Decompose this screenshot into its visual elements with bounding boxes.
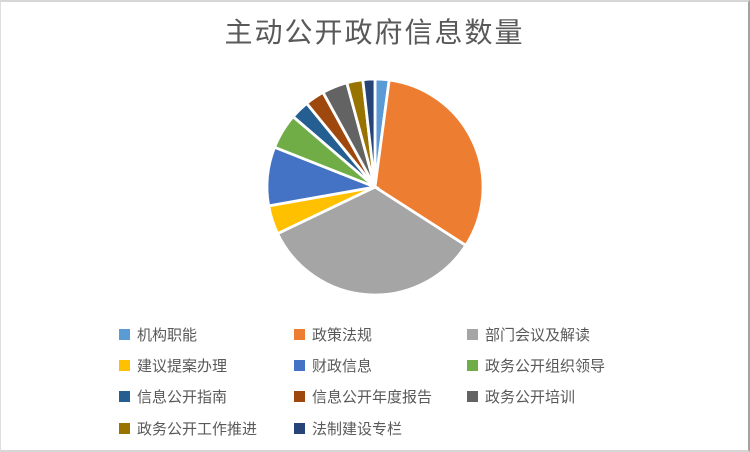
legend-item[interactable]: 财政信息 [294,356,373,375]
legend-swatch-icon [119,422,130,434]
legend-item[interactable]: 政策法规 [294,325,373,344]
legend-swatch-icon [294,422,305,434]
legend-label: 政务公开培训 [485,388,576,406]
legend-swatch-icon [467,359,478,371]
pie-slice-11[interactable] [361,77,377,188]
legend-swatch-icon [294,390,305,402]
legend-label: 政务公开工作推进 [137,420,258,438]
legend-item[interactable]: 部门会议及解读 [467,325,591,344]
legend-label: 信息公开指南 [137,388,228,406]
legend-label: 信息公开年度报告 [312,388,433,406]
legend-swatch-icon [467,390,478,402]
legend-label: 政策法规 [312,326,373,344]
legend-label: 部门会议及解读 [485,326,591,344]
legend-item[interactable]: 机构职能 [119,325,198,344]
legend-item[interactable]: 法制建设专栏 [294,419,403,438]
legend-item[interactable]: 政务公开组织领导 [467,356,606,375]
legend-item[interactable]: 信息公开指南 [119,387,228,406]
legend-swatch-icon [119,390,130,402]
legend-label: 财政信息 [312,357,373,375]
pie-slice-3[interactable] [275,185,468,297]
legend-swatch-icon [294,328,305,340]
legend-swatch-icon [294,359,305,371]
legend-label: 政务公开组织领导 [485,357,606,375]
legend-swatch-icon [119,328,130,340]
legend-item[interactable]: 信息公开年度报告 [294,387,433,406]
legend-item[interactable]: 政务公开工作推进 [119,419,258,438]
legend-item[interactable]: 政务公开培训 [467,387,576,406]
chart-title: 主动公开政府信息数量 [224,17,525,48]
legend-item[interactable]: 建议提案办理 [119,356,228,375]
legend-label: 机构职能 [137,326,198,344]
legend-label: 建议提案办理 [137,357,228,375]
legend-swatch-icon [467,328,478,340]
legend-swatch-icon [119,359,130,371]
legend-label: 法制建设专栏 [312,420,403,438]
